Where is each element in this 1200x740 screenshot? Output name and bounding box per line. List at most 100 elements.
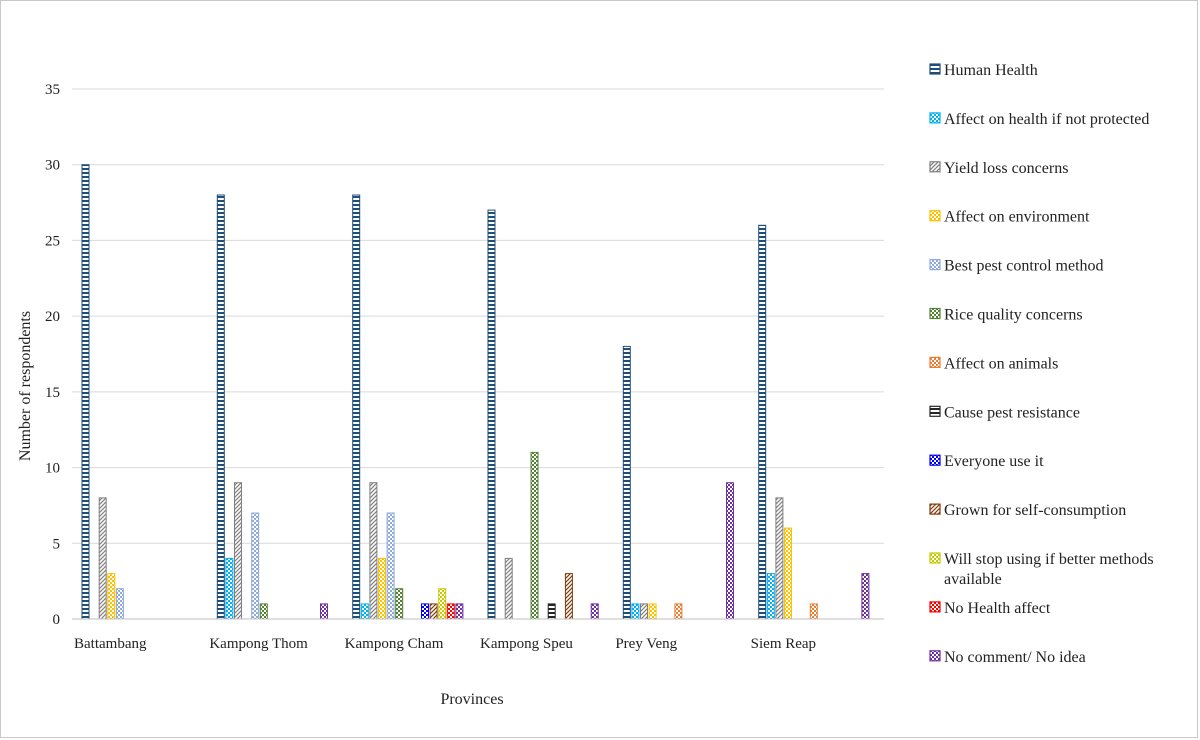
y-tick-label: 15 <box>45 385 60 401</box>
legend-swatch <box>929 210 941 222</box>
x-tick-label: Siem Reap <box>751 636 816 652</box>
bar <box>378 557 386 620</box>
bar <box>487 209 496 620</box>
legend-item: Human Health <box>929 62 1038 79</box>
legend-label: Affect on animals <box>944 355 1058 372</box>
legend-item: Best pest control method <box>929 258 1104 275</box>
legend-item: Affect on health if not protected <box>929 111 1149 128</box>
legend-item: Rice quality concerns <box>929 307 1083 324</box>
legend-item: No comment/ No idea <box>929 649 1086 666</box>
legend-swatch <box>929 405 941 417</box>
bar <box>259 603 268 620</box>
bar <box>360 603 369 620</box>
bar <box>775 497 784 620</box>
bar <box>234 482 242 620</box>
y-tick-label: 30 <box>45 158 60 174</box>
bar <box>107 573 116 620</box>
bar <box>590 603 599 620</box>
y-tick-label: 25 <box>45 233 60 249</box>
bar <box>251 512 260 620</box>
x-tick-label: Kampong Thom <box>209 636 308 652</box>
bar <box>766 573 775 620</box>
legend-swatch <box>929 650 941 662</box>
legend-item: No Health affect <box>929 600 1051 617</box>
legend-label: Everyone use it <box>944 453 1044 470</box>
y-tick-label: 10 <box>45 461 60 477</box>
legend-label: Yield loss concerns <box>944 160 1068 177</box>
legend-swatch <box>929 601 941 613</box>
legend-swatch <box>929 454 941 466</box>
bar <box>438 588 447 620</box>
bar <box>395 588 404 620</box>
legend-item: Affect on environment <box>929 209 1090 226</box>
bar <box>631 603 640 620</box>
legend-swatch <box>929 112 941 124</box>
legend-item: Grown for self-consumption <box>929 502 1126 519</box>
bar <box>640 603 648 620</box>
bar <box>81 164 90 620</box>
legend-item: Cause pest resistance <box>929 404 1080 421</box>
bar <box>320 603 328 620</box>
bars <box>81 164 870 620</box>
y-tick-label: 5 <box>53 536 61 552</box>
y-axis-title: Number of respondents <box>17 311 34 461</box>
legend-label: Human Health <box>944 62 1038 79</box>
legend-label: Cause pest resistance <box>944 404 1080 421</box>
y-tick-label: 0 <box>53 612 61 628</box>
bar <box>429 603 438 620</box>
legend-item: Yield loss concerns <box>929 160 1068 177</box>
bar <box>352 194 361 620</box>
legend-label: Affect on environment <box>944 209 1090 226</box>
legend-label: Grown for self-consumption <box>944 502 1126 519</box>
legend-label: No comment/ No idea <box>944 649 1086 666</box>
legend-swatch <box>929 503 941 515</box>
legend-swatch <box>929 63 941 75</box>
legend-label: Rice quality concerns <box>944 307 1083 324</box>
y-tick-label: 35 <box>45 82 60 98</box>
bar <box>809 603 818 620</box>
bar <box>758 224 767 620</box>
bar <box>861 573 870 620</box>
legend-swatch <box>929 552 941 564</box>
legend-swatch <box>929 161 941 173</box>
bar <box>98 497 107 620</box>
x-tick-label: Battambang <box>74 636 147 652</box>
legend-item: Will stop using if better methods availab… <box>929 551 1154 588</box>
legend-swatch <box>929 259 941 271</box>
bar <box>726 482 734 620</box>
bar <box>530 451 539 620</box>
legend-label: available <box>944 571 1002 588</box>
bar <box>386 512 395 620</box>
bar <box>784 527 792 620</box>
bar <box>369 482 378 620</box>
gridlines <box>72 88 884 544</box>
bar <box>564 573 573 620</box>
bar <box>216 194 225 620</box>
bar <box>622 345 631 620</box>
x-axis-title: Provinces <box>440 691 503 708</box>
legend-swatch <box>929 307 941 320</box>
bar <box>455 603 464 620</box>
legend-swatch <box>929 356 941 368</box>
bar <box>115 588 124 620</box>
axes: 0 5 10 15 20 25 30 35 Battambang Kampong Thom Kamp… <box>45 82 884 652</box>
x-tick-label: Kampong Cham <box>345 636 444 652</box>
y-tick-label: 20 <box>45 309 60 325</box>
bar <box>648 603 657 620</box>
x-tick-label: Kampong Speu <box>480 636 573 652</box>
bar <box>547 603 556 620</box>
bar <box>225 557 234 620</box>
legend-item: Affect on animals <box>929 355 1058 372</box>
legend-label: Best pest control method <box>944 258 1104 275</box>
bar <box>446 603 455 620</box>
legend-label: Will stop using if better methods <box>944 551 1154 568</box>
legend-item: Everyone use it <box>929 453 1044 470</box>
bar <box>504 557 513 620</box>
legend-label: Affect on health if not protected <box>944 111 1149 128</box>
x-tick-label: Prey Veng <box>615 636 677 652</box>
legend-label: No Health affect <box>944 600 1051 617</box>
legend: Human Health Affect on health if not prot… <box>929 62 1154 666</box>
bar <box>674 603 683 620</box>
